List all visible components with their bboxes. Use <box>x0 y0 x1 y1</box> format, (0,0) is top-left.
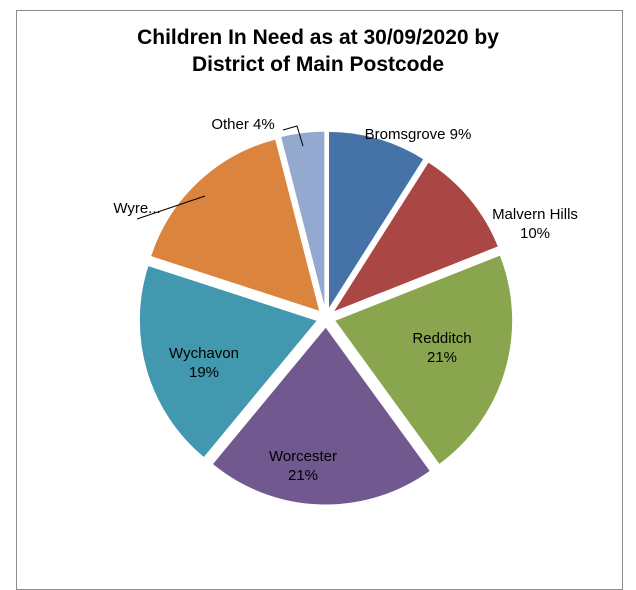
pie-slice-bromsgrove <box>328 130 425 312</box>
slice-label-other: Other 4% <box>211 116 274 133</box>
chart-title-line-1: Children In Need as at 30/09/2020 by <box>137 26 499 49</box>
chart-title-line-2: District of Main Postcode <box>191 53 445 76</box>
pie-slice-wyre <box>149 138 321 313</box>
pie-slice-other <box>279 130 326 310</box>
leader-line-wyre <box>136 195 206 220</box>
pie-slice-redditch <box>333 254 514 466</box>
pie-slice-malvern-hills <box>331 161 500 314</box>
pie-slice-worcester <box>211 326 432 506</box>
slice-label-worcester: Worcester 21% <box>269 448 337 484</box>
slice-label-malvern-hills: Malvern Hills 10% <box>492 206 578 242</box>
slice-label-redditch: Redditch 21% <box>412 330 471 366</box>
slice-label-bromsgrove: Bromsgrove 9% <box>365 126 472 143</box>
slice-label-wyre: Wyre... <box>113 200 160 217</box>
leader-line-other <box>282 125 304 147</box>
pie-slice-wychavon <box>138 264 319 459</box>
slice-label-wychavon: Wychavon 19% <box>169 345 239 381</box>
chart-title: Children In Need as at 30/09/2020 by Dis… <box>0 24 636 78</box>
pie-chart: Bromsgrove 9% Malvern Hills 10% Redditch 21%… <box>113 116 578 506</box>
